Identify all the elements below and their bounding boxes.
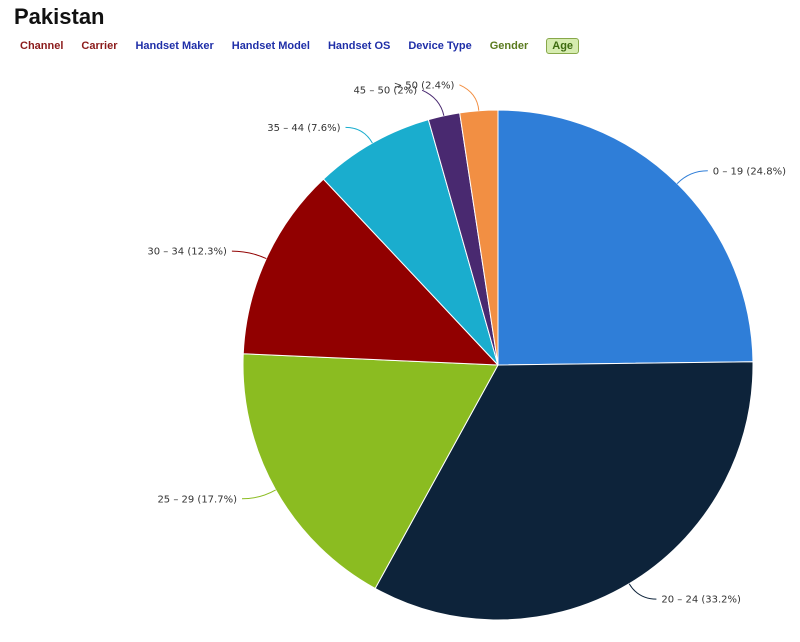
pie-label-0: 0 – 19 (24.8%) — [713, 166, 786, 177]
pie-connector-3 — [231, 250, 267, 260]
tab-age[interactable]: Age — [546, 38, 580, 54]
pie-label-2: 25 – 29 (17.7%) — [157, 494, 237, 505]
pie-label-1: 20 – 24 (33.2%) — [661, 595, 741, 606]
pie-connector-1 — [628, 583, 657, 600]
pie-slice-3[interactable] — [242, 178, 500, 366]
pie-connector-6 — [459, 84, 480, 111]
pie-slice-0[interactable] — [497, 109, 754, 366]
pie-connector-5 — [421, 89, 445, 116]
pie-labels: 0 – 19 (24.8%) 20 – 24 (33.2%) 25 – 29 (17… — [147, 80, 786, 605]
tab-channel[interactable]: Channel — [20, 40, 64, 52]
pie-label-6: > 50 (2.4%) — [394, 80, 455, 91]
pie-connector-4 — [345, 126, 373, 144]
pie-label-3: 30 – 34 (12.3%) — [147, 247, 227, 258]
pie-slice-6[interactable] — [459, 109, 499, 366]
pie-slices — [242, 109, 754, 621]
dimension-tabs: Channel Carrier Handset Maker Handset Mo… — [20, 38, 597, 54]
tab-carrier[interactable]: Carrier — [81, 40, 118, 52]
tab-handset-os[interactable]: Handset OS — [327, 40, 391, 52]
tab-handset-model[interactable]: Handset Model — [231, 40, 310, 52]
page-title: Pakistan — [14, 4, 105, 29]
tab-gender[interactable]: Gender — [489, 40, 529, 52]
pie-slice-1[interactable] — [374, 361, 754, 621]
tab-handset-maker[interactable]: Handset Maker — [135, 40, 214, 52]
tab-device-type[interactable]: Device Type — [408, 40, 472, 52]
pie-label-4: 35 – 44 (7.6%) — [267, 123, 340, 134]
pie-label-5: 45 – 50 (2%) — [353, 86, 417, 97]
pie-connector-2 — [241, 489, 276, 500]
pie-connector-0 — [676, 170, 708, 184]
